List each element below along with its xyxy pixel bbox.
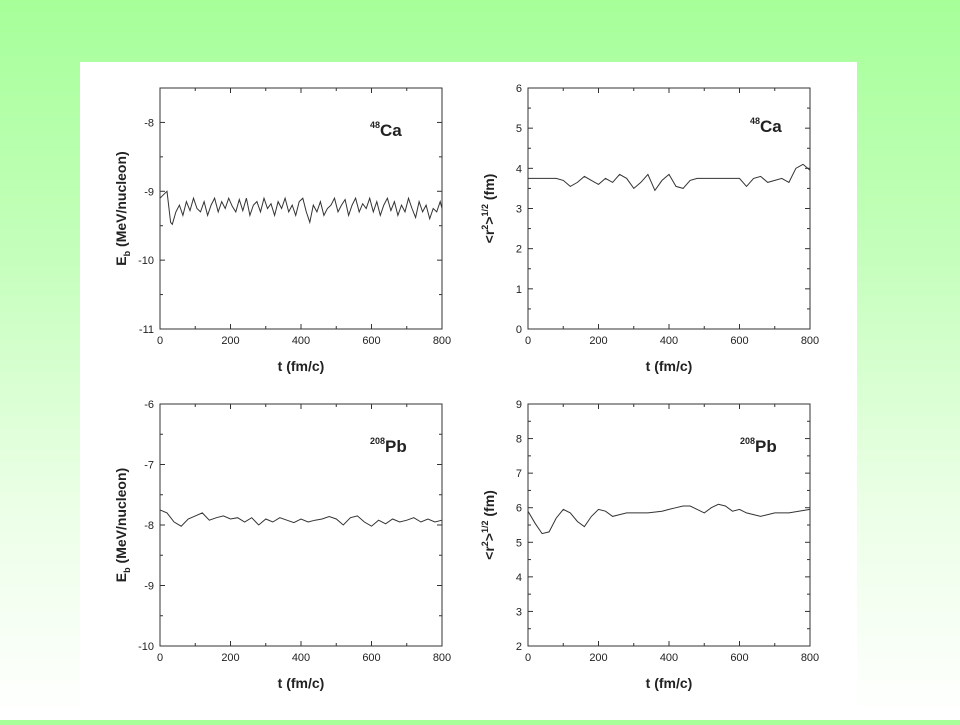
y-label-superscript: 2 <box>480 225 490 230</box>
nucleus-symbol: Pb <box>385 437 407 456</box>
y-tick-label: -10 <box>138 641 154 653</box>
y-tick-label: 5 <box>516 123 522 135</box>
y-tick-label: 9 <box>516 399 522 411</box>
x-tick-label: 400 <box>660 652 678 664</box>
y-tick-label: -8 <box>144 520 154 532</box>
x-axis-label: t (fm/c) <box>278 675 325 691</box>
x-tick-label: 0 <box>157 335 163 347</box>
y-axis-label: <r2>1/2 (fm) <box>480 490 497 560</box>
y-label-tail: (MeV/nucleon) <box>113 151 129 251</box>
data-series-line <box>159 509 443 527</box>
y-label-mid: > <box>481 217 497 225</box>
y-tick-label: 0 <box>516 324 522 336</box>
y-tick-label: 6 <box>516 503 522 515</box>
x-tick-label: 200 <box>221 652 239 664</box>
y-label-subscript: b <box>122 567 132 573</box>
nucleus-mass-number: 208 <box>740 436 755 446</box>
y-tick-label: 8 <box>516 434 522 446</box>
data-series-line <box>528 163 811 192</box>
y-tick-label: 4 <box>516 163 522 175</box>
x-tick-label: 0 <box>157 652 163 664</box>
y-tick-label: 1 <box>516 284 522 296</box>
x-tick-label: 800 <box>433 335 451 347</box>
x-tick-label: 200 <box>589 652 607 664</box>
x-tick-label: 400 <box>660 335 678 347</box>
y-tick-label: -9 <box>144 581 154 593</box>
x-tick-label: 800 <box>801 335 819 347</box>
y-label-main: E <box>113 573 129 582</box>
x-axis-label: t (fm/c) <box>278 358 325 374</box>
nucleus-annotation: 208Pb <box>740 436 777 456</box>
y-tick-label: 3 <box>516 204 522 216</box>
y-tick-label: 5 <box>516 537 522 549</box>
x-tick-label: 600 <box>362 335 380 347</box>
y-tick-label: 6 <box>516 83 522 95</box>
y-tick-label: 2 <box>516 244 522 256</box>
y-tick-label: 3 <box>516 606 522 618</box>
x-tick-label: 200 <box>589 335 607 347</box>
figure-svg: 0 200 400 600 800-11-10-9-8t (fm/c)Eb (MeV/n… <box>113 83 819 691</box>
y-tick-label: -7 <box>144 460 154 472</box>
x-tick-label: 600 <box>730 652 748 664</box>
x-axis-label: t (fm/c) <box>646 675 693 691</box>
subplot-3: 0 200 400 600 800 -10 -9 -8 -7 -6 t (fm/c) Eb (MeV/… <box>113 399 451 691</box>
y-label-main: <r <box>481 546 497 560</box>
x-tick-label: 0 <box>525 335 531 347</box>
nucleus-annotation: 48Ca <box>370 120 402 140</box>
y-tick-label: -11 <box>139 324 154 336</box>
nucleus-symbol: Ca <box>380 121 402 140</box>
y-axis-label: Eb (MeV/nucleon) <box>113 151 132 265</box>
y-label-tail: (fm) <box>481 174 497 204</box>
nucleus-symbol: Pb <box>755 437 777 456</box>
nucleus-annotation: 48Ca <box>750 116 782 136</box>
y-label-superscript: 2 <box>480 541 490 546</box>
y-label-superscript: 1/2 <box>480 520 490 533</box>
y-tick-label: 7 <box>516 468 522 480</box>
x-tick-label: 600 <box>362 652 380 664</box>
y-label-main: <r <box>481 229 497 243</box>
y-axis-label: <r2>1/2 (fm) <box>480 174 497 244</box>
x-axis-label: t (fm/c) <box>646 358 693 374</box>
nucleus-mass-number: 48 <box>750 116 760 126</box>
x-tick-label: 600 <box>730 335 748 347</box>
x-tick-label: 0 <box>525 652 531 664</box>
data-series-line <box>527 503 811 535</box>
x-tick-label: 400 <box>292 652 310 664</box>
x-tick-label: 200 <box>221 335 239 347</box>
y-label-mid: > <box>481 533 497 541</box>
y-tick-label: -6 <box>144 399 154 411</box>
nucleus-annotation: 208Pb <box>370 436 407 456</box>
x-tick-label: 800 <box>801 652 819 664</box>
subplot-1: 0 200 400 600 800 -11 -10 -9 -8 t (fm/c) Eb (MeV/n… <box>113 87 451 374</box>
figure-panel: 0 200 400 600 800 -11 -10 -9 -8 t (fm/c) Eb (MeV/n… <box>80 62 857 720</box>
y-tick-label: -10 <box>138 255 154 267</box>
y-label-subscript: b <box>122 250 132 256</box>
y-label-tail: (MeV/nucleon) <box>113 468 129 568</box>
nucleus-mass-number: 208 <box>370 436 385 446</box>
y-tick-label: -8 <box>144 117 154 129</box>
x-tick-label: 400 <box>292 335 310 347</box>
y-tick-label: 2 <box>516 641 522 653</box>
y-label-main: E <box>113 256 129 265</box>
x-tick-label: 800 <box>433 652 451 664</box>
y-label-superscript: 1/2 <box>480 204 490 217</box>
nucleus-symbol: Ca <box>760 117 782 136</box>
y-axis-label: Eb (MeV/nucleon) <box>113 468 132 582</box>
y-label-tail: (fm) <box>481 490 497 520</box>
nucleus-mass-number: 48 <box>370 120 380 130</box>
data-series-line <box>159 190 443 226</box>
y-tick-label: -9 <box>144 186 154 198</box>
y-tick-label: 4 <box>516 572 522 584</box>
